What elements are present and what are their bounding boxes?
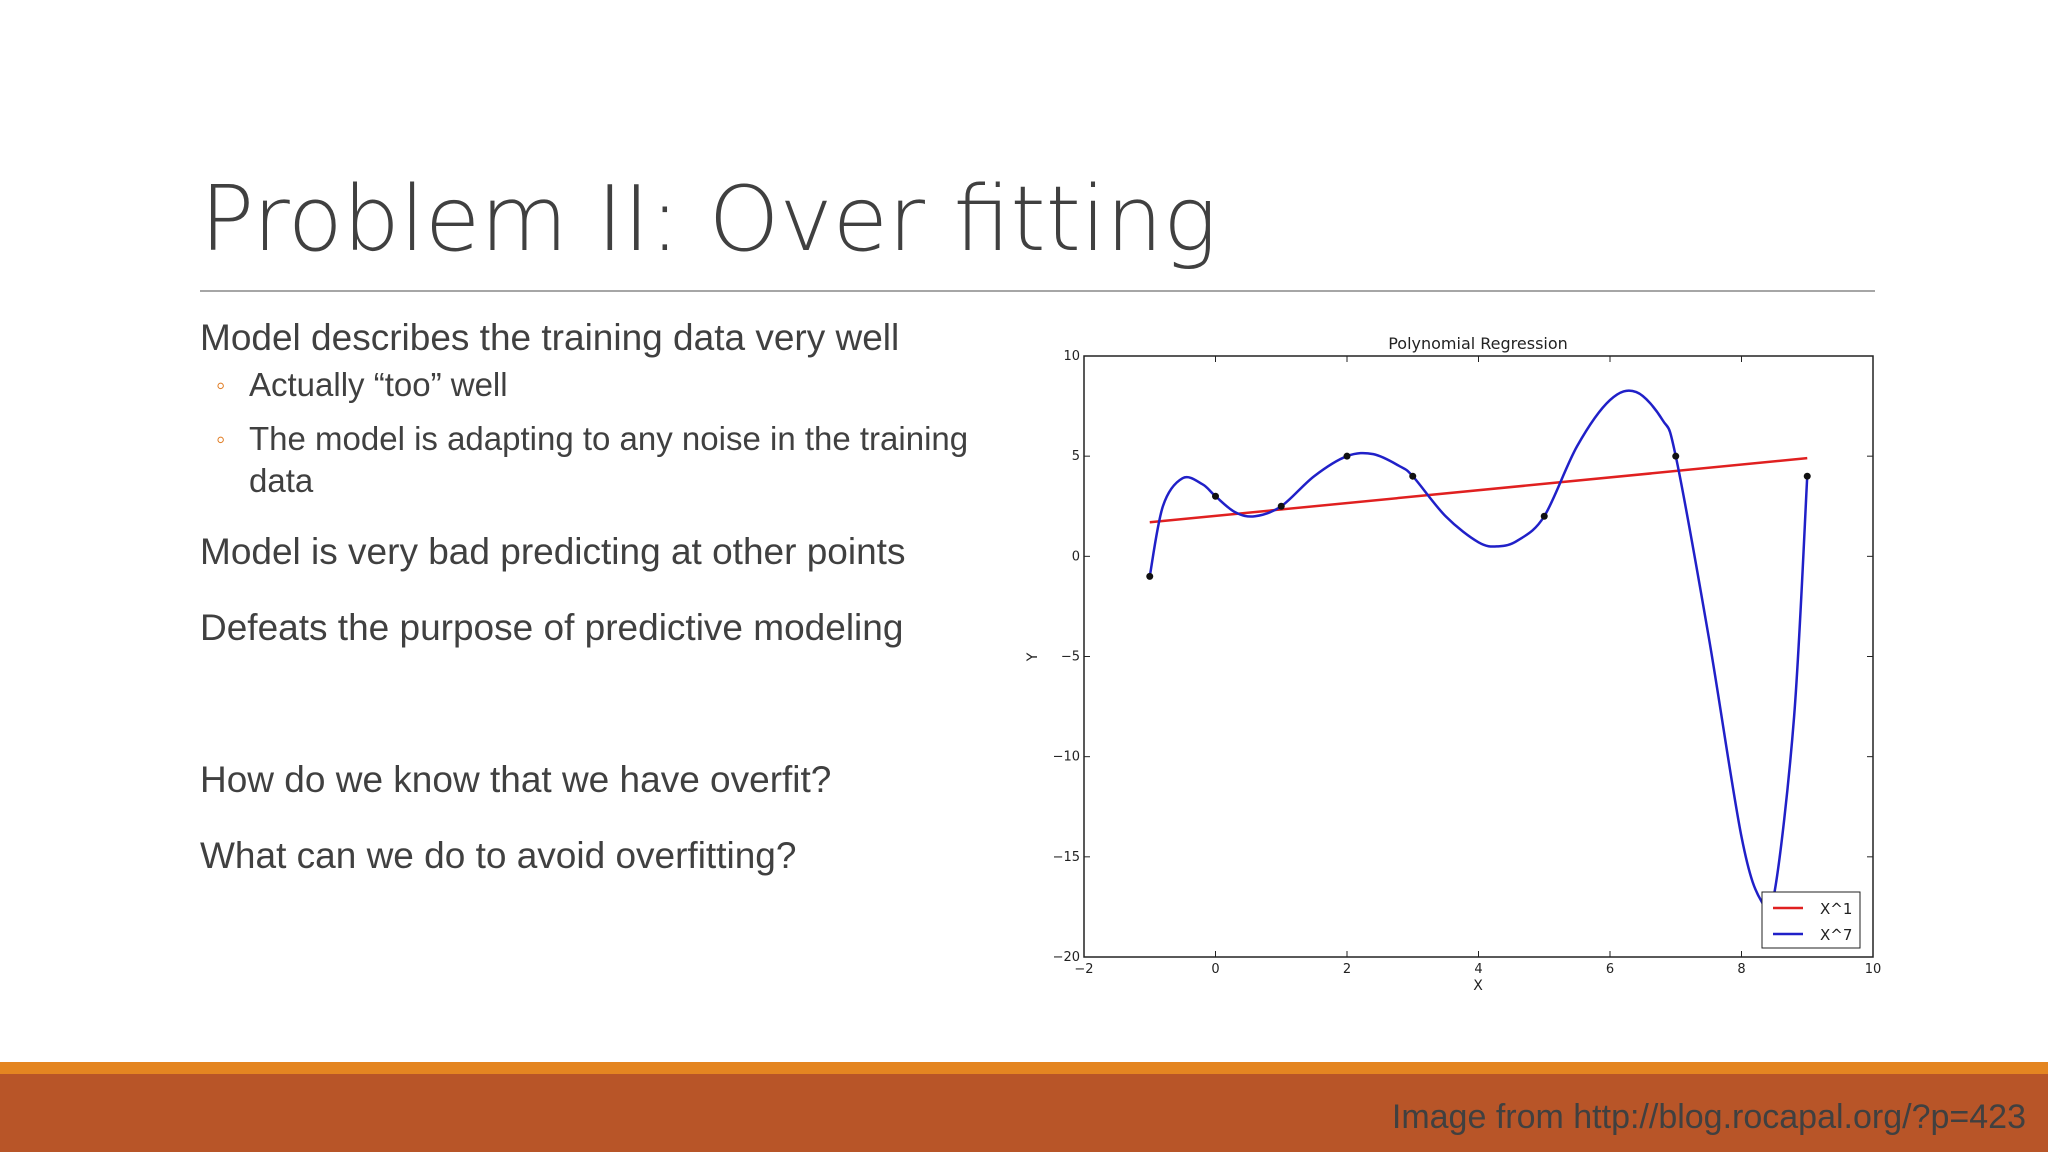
data-point xyxy=(1540,512,1548,520)
series-line-x7 xyxy=(1148,389,1809,914)
sub-bullet-marker-icon: ◦ xyxy=(216,424,226,454)
sub-bullet-1: ◦ Actually “too” well xyxy=(200,364,1040,406)
data-point xyxy=(1212,492,1219,500)
y-tick-label: −5 xyxy=(1061,650,1080,665)
bullet-2: Model is very bad predicting at other po… xyxy=(200,531,906,572)
x-tick-label: 4 xyxy=(1474,962,1482,977)
x-tick-label: 6 xyxy=(1606,962,1614,977)
bullet-5: What can we do to avoid overfitting? xyxy=(200,835,797,876)
data-point xyxy=(1672,452,1680,460)
sub-bullet-marker-icon: ◦ xyxy=(216,370,226,400)
slide-content: Model describes the training data very w… xyxy=(200,312,1040,882)
bullet-1: Model describes the training data very w… xyxy=(200,317,900,358)
bullet-3: Defeats the purpose of predictive modeli… xyxy=(200,607,904,648)
y-tick-label: −15 xyxy=(1053,850,1080,865)
x-tick-label: 8 xyxy=(1737,962,1745,977)
x-axis-label: X xyxy=(1473,978,1483,994)
slide-title: Problem II: Over fitting xyxy=(200,167,1217,272)
y-tick-label: −20 xyxy=(1053,950,1080,965)
sub-bullet-1-text: Actually “too” well xyxy=(249,366,508,403)
data-points xyxy=(1146,452,1811,580)
y-tick-label: 0 xyxy=(1072,549,1080,564)
data-point xyxy=(1803,472,1811,480)
legend-label-x1: X^1 xyxy=(1820,900,1852,918)
data-point xyxy=(1146,572,1154,580)
x-tick-label: −2 xyxy=(1074,962,1093,977)
bullet-4: How do we know that we have overfit? xyxy=(200,759,832,800)
legend-label-x7: X^7 xyxy=(1820,926,1852,944)
data-point xyxy=(1409,472,1417,480)
y-tick-label: −10 xyxy=(1053,750,1080,765)
legend: X^1 X^7 xyxy=(1761,891,1861,949)
plot-area xyxy=(1083,355,1874,958)
y-tick-label: 5 xyxy=(1072,449,1080,464)
data-point xyxy=(1277,502,1285,510)
title-divider xyxy=(200,290,1875,292)
image-credit: Image from http://blog.rocapal.org/?p=42… xyxy=(1391,1098,2026,1136)
series-line-x1 xyxy=(1149,456,1808,524)
data-point xyxy=(1343,452,1351,460)
y-axis-label: Y xyxy=(1025,652,1041,662)
polynomial-regression-chart: Polynomial Regression X Y −2 0 2 4 6 8 10−20−1… xyxy=(1025,334,1882,994)
sub-bullet-2-text: The model is adapting to any noise in th… xyxy=(249,420,969,499)
chart-title: Polynomial Regression xyxy=(1388,334,1568,353)
sub-bullet-2: ◦ The model is adapting to any noise in t… xyxy=(200,418,1040,502)
y-tick-label: 10 xyxy=(1063,349,1080,364)
x-tick-label: 10 xyxy=(1865,962,1882,977)
footer-accent-bar xyxy=(0,1062,2048,1074)
x-tick-label: 2 xyxy=(1343,962,1351,977)
series-lines xyxy=(1148,389,1809,914)
x-tick-label: 0 xyxy=(1211,962,1219,977)
footer-bar xyxy=(0,1074,2048,1152)
legend-box xyxy=(1761,891,1861,949)
